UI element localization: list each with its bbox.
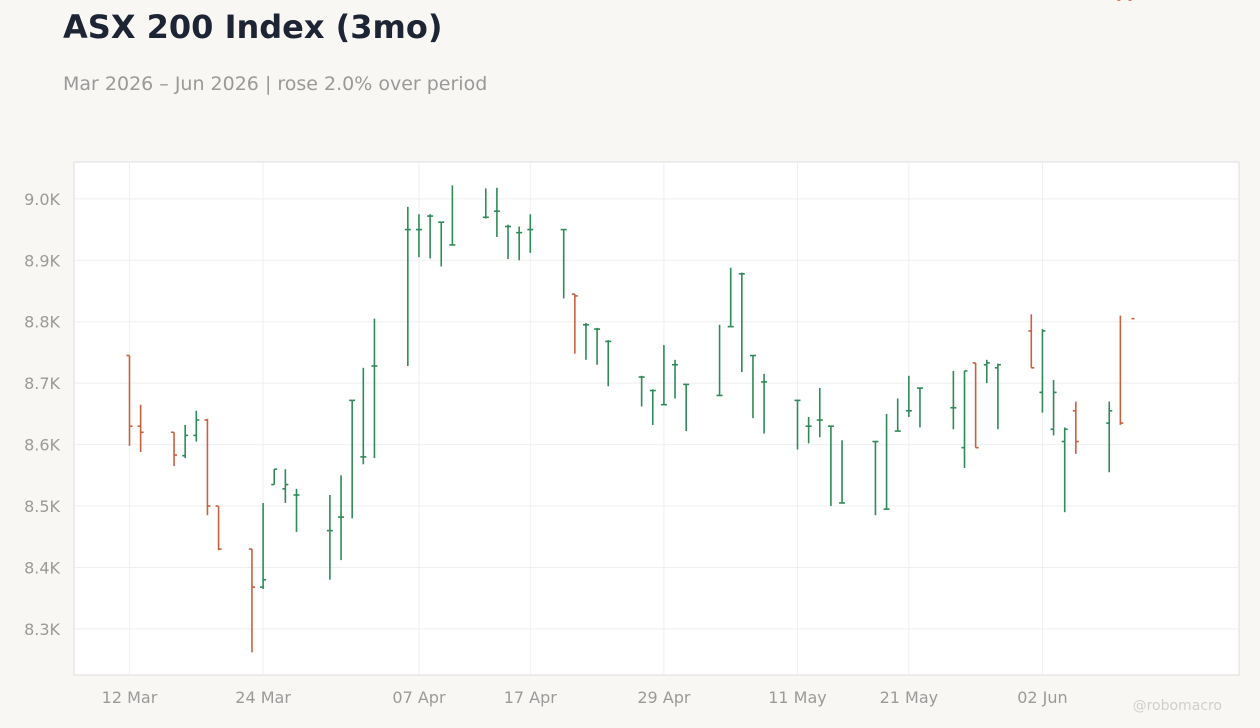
ohlc-bar [749,354,756,419]
ohlc-bar [683,383,690,432]
y-tick-label: 8.4K [24,558,60,577]
ohlc-bar [248,548,255,653]
ohlc-bar [905,375,912,417]
y-tick-label: 9.0K [24,190,60,209]
ohlc-bar [404,206,411,366]
ohlc-bar [594,327,601,365]
ohlc-bar [805,416,812,444]
ohlc-bar [839,440,846,504]
ohlc-bar [126,354,133,446]
ohlc-bar [827,425,834,507]
ohlc-bar [215,505,222,551]
ohlc-bar [972,362,979,449]
x-tick-label: 17 Apr [504,688,558,707]
x-tick-label: 29 Apr [637,688,691,707]
ohlc-bar [371,318,378,459]
ohlc-bar [1050,380,1057,436]
ohlc-bar [204,418,211,516]
ohlc-bar [883,413,890,510]
x-tick-label: 24 Mar [235,688,291,707]
ohlc-bar [505,224,512,260]
x-tick-label: 07 Apr [392,688,446,707]
ohlc-bar [516,226,523,261]
ohlc-bar [950,370,957,430]
ohlc-bar [605,340,612,387]
ohlc-bar [638,375,645,407]
x-tick-label: 12 Mar [102,688,158,707]
ohlc-bar [894,398,901,432]
y-tick-label: 8.9K [24,251,60,270]
ohlc-bar [994,363,1001,430]
ohlc-bars [126,0,1135,653]
ohlc-bar [961,370,968,468]
ohlc-bar [260,502,267,589]
ohlc-bar [349,399,356,519]
ohlc-bar [582,322,589,360]
ohlc-bar [1061,427,1068,513]
plot-area [73,161,1240,676]
y-tick-label: 8.6K [24,436,60,455]
x-tick-label: 21 May [880,688,939,707]
ohlc-bar [182,424,189,459]
ohlc-bar [293,488,300,532]
watermark: @robomacro [1132,698,1222,714]
chart-title: ASX 200 Index (3mo) [63,8,443,46]
ohlc-bar [1072,401,1079,454]
ohlc-bar [1117,0,1124,425]
x-axis: 12 Mar 24 Mar 07 Apr 17 Apr 29 Apr 11 May 21 M… [102,688,1068,707]
ohlc-bar [761,373,768,434]
ohlc-bar [271,468,278,486]
ohlc-bar [1106,401,1113,473]
ohlc-bar [449,185,456,246]
ohlc-bar [326,494,333,580]
ohlc-bar [360,367,367,465]
ohlc-bar [527,214,534,253]
y-tick-label: 8.3K [24,620,60,639]
ohlc-bar [649,389,656,425]
ohlc-bar [438,221,445,267]
ohlc-bar [1128,0,1135,320]
ohlc-bar [816,388,823,438]
ohlc-bar [727,267,734,328]
ohlc-bar [1039,329,1046,413]
ohlc-bar [560,228,567,299]
y-axis: 8.3K 8.4K 8.5K 8.6K 8.7K 8.8K 8.9K 9.0K [24,190,60,639]
ohlc-bar [571,293,578,354]
grid-lines [74,162,1239,675]
ohlc-bar [738,272,745,373]
ohlc-bar [415,214,422,258]
ohlc-bar [493,187,500,237]
ohlc-bar [193,410,200,442]
ohlc-bar [983,359,990,384]
ohlc-bar [872,440,879,516]
x-tick-label: 11 May [768,688,827,707]
ohlc-bar [672,359,679,399]
ohlc-bar [427,214,434,259]
y-tick-label: 8.8K [24,313,60,332]
ohlc-bar [338,475,345,561]
ohlc-bar [1028,314,1035,369]
ohlc-bar [716,324,723,397]
ohlc-bar [137,404,144,452]
y-tick-label: 8.5K [24,497,60,516]
ohlc-bar [660,345,667,406]
y-tick-label: 8.7K [24,374,60,393]
ohlc-bar [171,431,178,467]
ohlc-bar [794,399,801,450]
ohlc-bar [916,387,923,428]
chart-subtitle: Mar 2026 – Jun 2026 | rose 2.0% over per… [63,73,488,95]
ohlc-bar [282,469,289,503]
ohlc-bar [482,188,489,219]
x-tick-label: 02 Jun [1017,688,1067,707]
